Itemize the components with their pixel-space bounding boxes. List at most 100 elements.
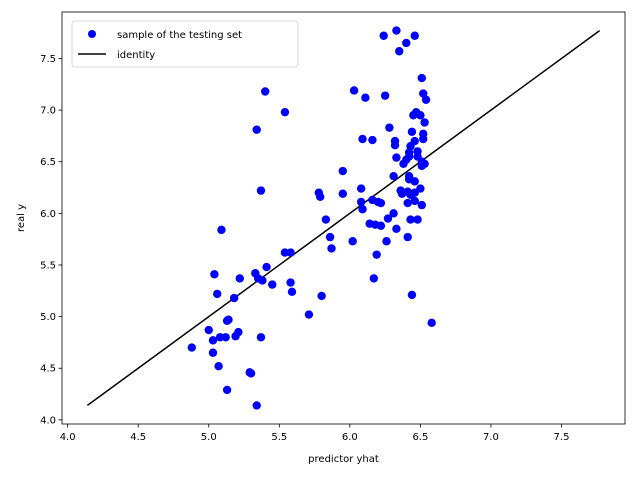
data-point bbox=[231, 332, 240, 341]
data-point bbox=[390, 141, 400, 150]
data-point bbox=[385, 123, 394, 132]
data-point bbox=[407, 127, 417, 136]
data-point bbox=[356, 184, 366, 193]
legend-label-identity: identity bbox=[117, 50, 155, 61]
data-point bbox=[421, 95, 431, 104]
data-point bbox=[376, 198, 386, 208]
data-point bbox=[417, 200, 427, 210]
y-tick-label: 4.5 bbox=[40, 364, 56, 375]
data-point bbox=[392, 26, 401, 35]
axes-frame bbox=[61, 11, 626, 425]
data-point bbox=[222, 385, 232, 395]
data-point bbox=[420, 118, 429, 127]
data-point bbox=[395, 47, 404, 56]
data-point bbox=[210, 270, 219, 279]
data-point bbox=[416, 111, 425, 120]
data-point bbox=[316, 192, 325, 202]
data-point bbox=[246, 369, 256, 378]
data-point bbox=[379, 31, 388, 40]
data-point bbox=[417, 161, 427, 171]
y-axis-label: real y bbox=[16, 204, 27, 232]
data-point bbox=[361, 93, 370, 102]
x-tick-label: 5.0 bbox=[201, 432, 217, 443]
x-tick-label: 4.0 bbox=[60, 432, 76, 443]
data-point bbox=[286, 278, 295, 287]
data-point bbox=[389, 209, 398, 218]
data-point bbox=[416, 184, 425, 193]
data-point bbox=[358, 134, 367, 144]
y-tick-label: 5.5 bbox=[40, 260, 56, 271]
data-point bbox=[224, 315, 233, 324]
x-tick-label: 7.5 bbox=[554, 432, 570, 443]
data-point bbox=[260, 87, 270, 96]
y-tick-label: 7.5 bbox=[40, 54, 56, 65]
data-point bbox=[256, 186, 266, 195]
data-point bbox=[287, 287, 297, 297]
data-point bbox=[280, 107, 290, 117]
data-point bbox=[252, 125, 261, 134]
data-point bbox=[404, 152, 414, 161]
data-point bbox=[356, 197, 366, 207]
plot-content bbox=[86, 26, 601, 410]
data-point bbox=[268, 280, 277, 289]
legend-label-scatter: sample of the testing set bbox=[117, 30, 242, 41]
data-point bbox=[187, 343, 197, 352]
data-point bbox=[376, 221, 386, 230]
y-axis-ticks: 4.0 4.5 5.0 5.5 6.0 6.5 7.0 7.5 bbox=[40, 54, 62, 426]
data-point bbox=[399, 159, 408, 168]
data-point bbox=[392, 153, 401, 162]
legend: sample of the testing set identity bbox=[71, 20, 299, 68]
data-point bbox=[349, 86, 359, 95]
data-point bbox=[262, 262, 271, 272]
data-point bbox=[410, 177, 419, 186]
legend-box bbox=[71, 20, 299, 68]
data-point bbox=[358, 205, 367, 214]
data-point bbox=[410, 196, 419, 206]
data-point bbox=[214, 361, 223, 371]
y-tick-label: 6.0 bbox=[40, 209, 56, 220]
data-point bbox=[417, 73, 427, 83]
data-point bbox=[208, 348, 218, 357]
data-point bbox=[413, 215, 422, 224]
data-point bbox=[402, 38, 411, 48]
data-point bbox=[403, 198, 412, 208]
x-tick-label: 4.5 bbox=[130, 432, 146, 443]
data-point bbox=[325, 232, 335, 242]
data-point bbox=[229, 293, 239, 303]
identity-line bbox=[86, 29, 601, 407]
data-point bbox=[410, 31, 419, 40]
data-point bbox=[221, 333, 230, 342]
data-point bbox=[427, 318, 436, 328]
y-tick-label: 7.0 bbox=[40, 106, 56, 117]
data-point bbox=[409, 111, 418, 120]
data-point bbox=[348, 237, 357, 246]
data-point bbox=[338, 189, 347, 198]
data-point bbox=[383, 214, 393, 223]
data-point bbox=[389, 171, 398, 181]
x-tick-label: 7.0 bbox=[483, 432, 499, 443]
data-point bbox=[258, 276, 267, 285]
data-point bbox=[304, 310, 314, 319]
data-point bbox=[338, 166, 347, 176]
y-tick-label: 6.5 bbox=[40, 157, 56, 168]
data-point bbox=[317, 291, 326, 301]
x-tick-label: 5.5 bbox=[271, 432, 287, 443]
data-point bbox=[286, 248, 295, 257]
data-point bbox=[368, 135, 377, 145]
data-point bbox=[208, 336, 218, 345]
data-point bbox=[403, 232, 412, 242]
x-tick-label: 6.0 bbox=[342, 432, 358, 443]
data-point bbox=[380, 91, 390, 100]
data-point bbox=[321, 215, 331, 224]
data-point bbox=[327, 244, 336, 253]
data-point bbox=[419, 134, 428, 144]
data-point bbox=[252, 401, 261, 410]
data-point bbox=[392, 224, 401, 234]
x-axis-ticks: 4.0 4.5 5.0 5.5 6.0 6.5 7.0 7.5 bbox=[60, 424, 570, 443]
x-tick-label: 6.5 bbox=[412, 432, 428, 443]
data-point bbox=[407, 290, 417, 300]
data-point bbox=[213, 289, 222, 299]
y-tick-label: 5.0 bbox=[40, 312, 56, 323]
data-point bbox=[382, 237, 391, 246]
